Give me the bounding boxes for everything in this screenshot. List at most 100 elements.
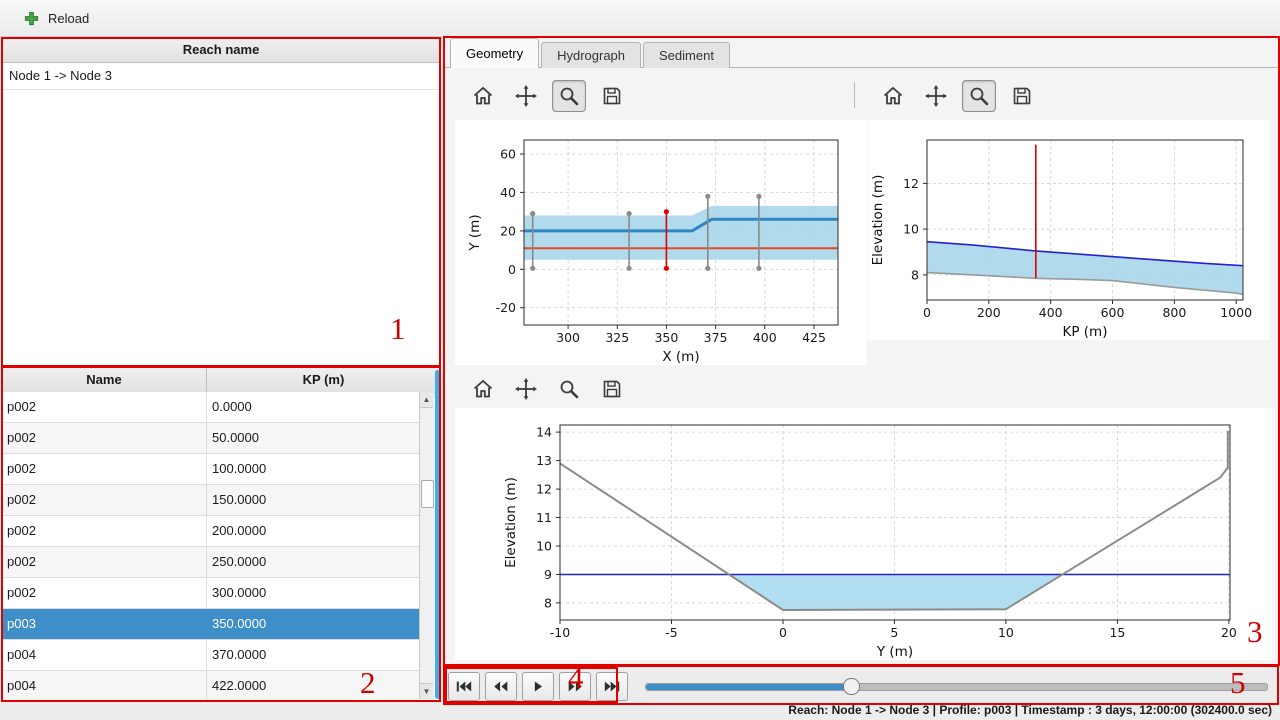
table-row[interactable]: p003 350.0000	[2, 609, 420, 640]
pan-button[interactable]	[509, 80, 543, 112]
table-cell: p002	[2, 423, 207, 453]
time-slider[interactable]	[645, 676, 1268, 696]
table-cell: 50.0000	[212, 430, 259, 445]
pan-icon	[514, 84, 538, 108]
table-cell: p002	[2, 547, 207, 577]
svg-text:200: 200	[977, 305, 1001, 320]
skip-end-icon	[603, 680, 621, 693]
plan-chart-toolbar	[466, 80, 629, 112]
svg-text:350: 350	[654, 330, 678, 345]
zoom-button[interactable]	[962, 80, 996, 112]
svg-text:400: 400	[753, 330, 777, 345]
svg-text:-10: -10	[550, 625, 570, 640]
home-button[interactable]	[466, 373, 500, 405]
slider-track[interactable]	[645, 683, 1268, 691]
app-toolbar: Reload	[0, 0, 1280, 37]
zoom-button[interactable]	[552, 373, 586, 405]
home-button[interactable]	[876, 80, 910, 112]
table-row[interactable]: p002 0.0000	[2, 392, 420, 423]
reload-button[interactable]: Reload	[14, 4, 99, 32]
table-cell: 0.0000	[212, 399, 252, 414]
column-header-name[interactable]: Name	[2, 368, 207, 392]
tab-geometry[interactable]: Geometry	[450, 38, 540, 68]
skip-end-button[interactable]	[596, 672, 628, 701]
home-icon	[471, 377, 495, 401]
svg-text:8: 8	[911, 267, 919, 282]
table-row[interactable]: p002 100.0000	[2, 454, 420, 485]
zoom-icon	[557, 377, 581, 401]
plan-view-chart[interactable]: 300 325 350 375 400 425 -20 0 20 40 60 X (m) Y (m)	[455, 120, 867, 365]
play-icon	[529, 680, 547, 693]
toolbar-separator	[854, 82, 855, 108]
svg-text:1000: 1000	[1220, 305, 1252, 320]
table-cell: p002	[2, 392, 207, 422]
scrollbar-thumb[interactable]	[421, 480, 434, 508]
column-header-kp[interactable]: KP (m)	[302, 372, 345, 387]
svg-text:12: 12	[903, 176, 919, 191]
svg-text:KP (m): KP (m)	[1063, 324, 1108, 340]
pan-button[interactable]	[509, 373, 543, 405]
scroll-down-icon[interactable]: ▼	[420, 683, 433, 699]
svg-text:600: 600	[1101, 305, 1125, 320]
overlay-scrollbar[interactable]	[435, 370, 440, 699]
svg-text:Elevation (m): Elevation (m)	[503, 477, 519, 568]
step-forward-button[interactable]	[559, 672, 591, 701]
table-cell: p004	[2, 640, 207, 670]
home-button[interactable]	[466, 80, 500, 112]
step-back-button[interactable]	[485, 672, 517, 701]
save-button[interactable]	[595, 373, 629, 405]
slider-fill	[646, 684, 851, 690]
table-cell: p002	[2, 454, 207, 484]
svg-text:425: 425	[802, 330, 826, 345]
profiles-table-header: Name KP (m)	[2, 368, 440, 393]
table-cell: 422.0000	[212, 678, 267, 693]
zoom-icon	[967, 84, 991, 108]
svg-text:Y (m): Y (m)	[876, 644, 913, 660]
longitudinal-profile-chart[interactable]: 0 200 400 600 800 1000 8 10 12 KP (m) Elevation (m…	[868, 120, 1270, 340]
svg-text:40: 40	[500, 185, 516, 200]
zoom-button[interactable]	[552, 80, 586, 112]
table-row[interactable]: p002 50.0000	[2, 423, 420, 454]
slider-handle[interactable]	[842, 678, 860, 695]
save-button[interactable]	[595, 80, 629, 112]
table-row[interactable]: p002 250.0000	[2, 547, 420, 578]
table-row[interactable]: p004 370.0000	[2, 640, 420, 671]
reach-panel: Reach name Node 1 -> Node 3	[2, 38, 440, 366]
scroll-up-icon[interactable]: ▲	[420, 392, 433, 408]
table-row[interactable]: p002 300.0000	[2, 578, 420, 609]
pan-icon	[924, 84, 948, 108]
table-row[interactable]: p004 422.0000	[2, 671, 420, 701]
play-button[interactable]	[522, 672, 554, 701]
table-row[interactable]: p002 150.0000	[2, 485, 420, 516]
table-cell: 350.0000	[212, 616, 267, 631]
table-cell: 250.0000	[212, 554, 267, 569]
table-cell: 150.0000	[212, 492, 267, 507]
skip-start-icon	[455, 680, 473, 693]
step-back-icon	[492, 680, 510, 693]
table-cell: p003	[2, 609, 207, 639]
profiles-scrollbar[interactable]: ▲ ▼	[419, 392, 434, 699]
save-button[interactable]	[1005, 80, 1039, 112]
list-item[interactable]: Node 1 -> Node 3	[2, 63, 440, 90]
tab-sediment[interactable]: Sediment	[643, 42, 730, 68]
zoom-icon	[557, 84, 581, 108]
tab-hydrograph[interactable]: Hydrograph	[541, 42, 642, 68]
svg-text:12: 12	[536, 482, 552, 497]
svg-text:800: 800	[1162, 305, 1186, 320]
svg-text:10: 10	[903, 222, 919, 237]
playback-controls	[448, 672, 628, 701]
skip-start-button[interactable]	[448, 672, 480, 701]
svg-text:Elevation (m): Elevation (m)	[870, 175, 886, 266]
reach-list: Node 1 -> Node 3	[2, 63, 440, 90]
svg-text:10: 10	[998, 625, 1014, 640]
svg-text:10: 10	[536, 539, 552, 554]
svg-text:300: 300	[556, 330, 580, 345]
save-icon	[1010, 84, 1034, 108]
pan-button[interactable]	[919, 80, 953, 112]
svg-text:Y (m): Y (m)	[467, 214, 483, 251]
svg-text:-5: -5	[665, 625, 677, 640]
svg-text:8: 8	[544, 595, 552, 610]
table-row[interactable]: p002 200.0000	[2, 516, 420, 547]
save-icon	[600, 84, 624, 108]
cross-section-chart[interactable]: -10 -5 0 5 10 15 20 8 9 10 11 12 13 14 Y (m) Elevation …	[455, 408, 1275, 660]
